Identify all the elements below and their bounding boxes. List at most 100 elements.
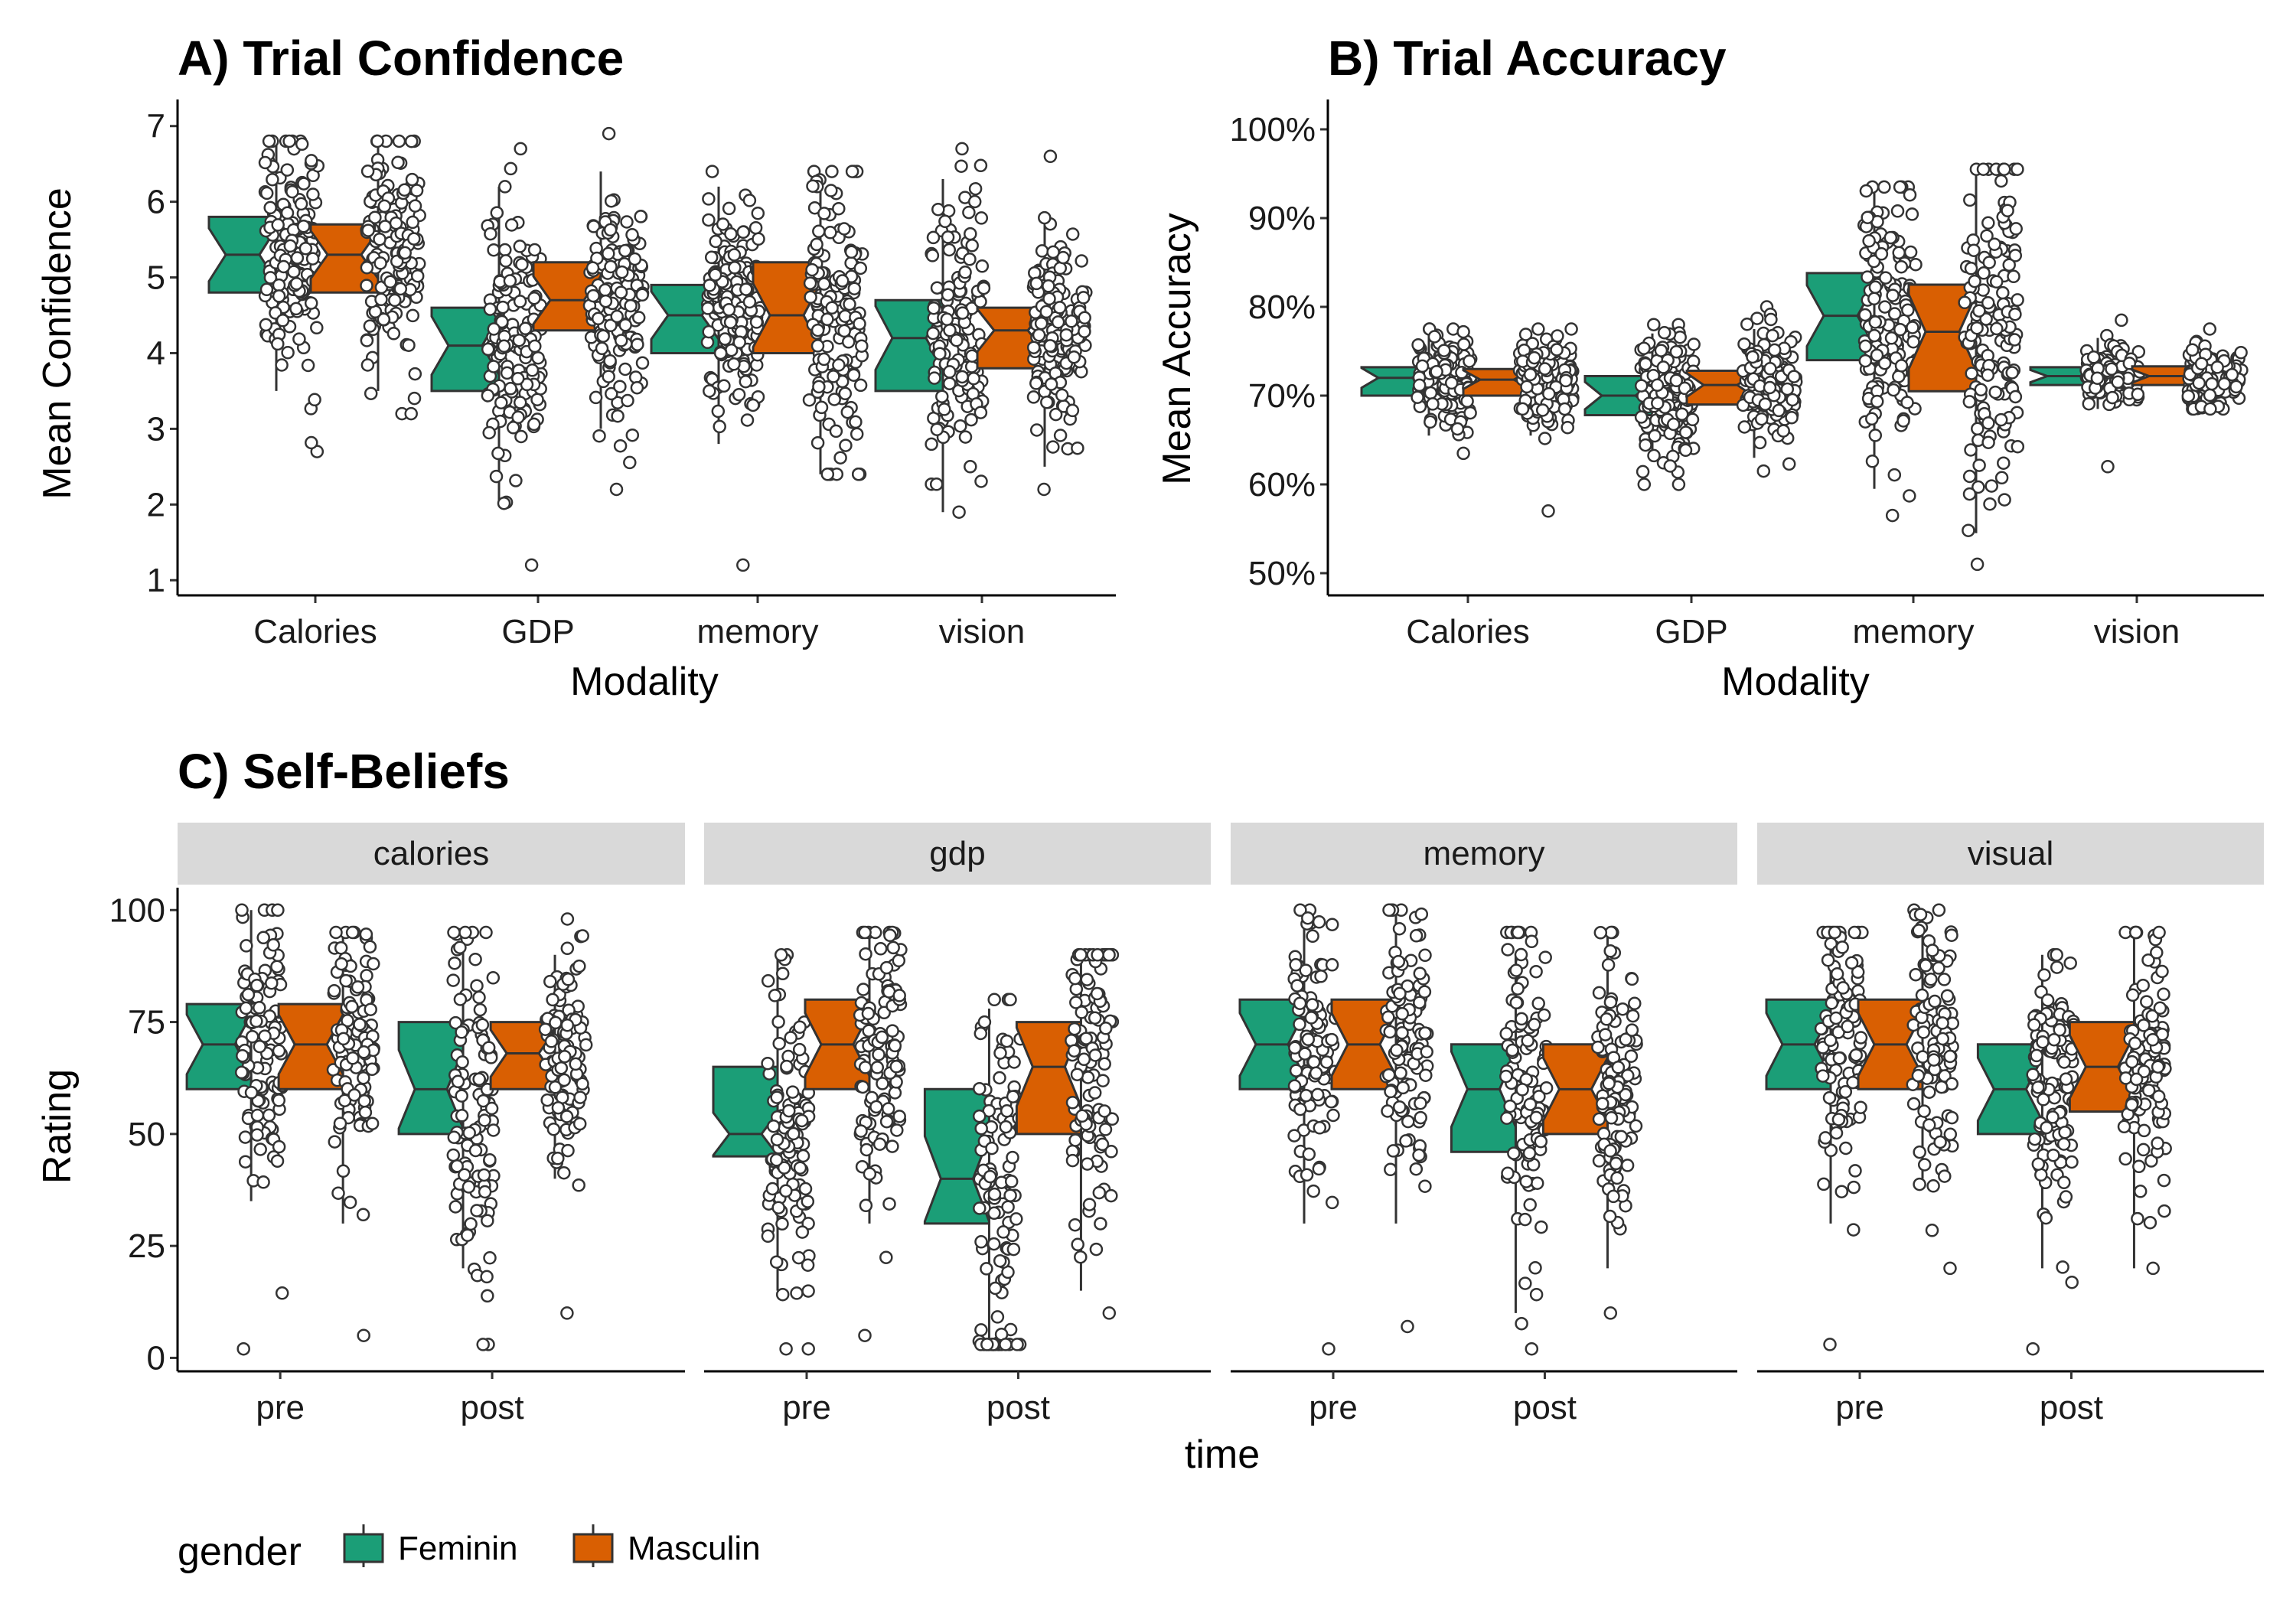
data-point	[2152, 925, 2166, 940]
data-point	[742, 295, 757, 309]
data-point	[1606, 1189, 1620, 1204]
data-point	[1687, 337, 1701, 351]
data-point	[298, 241, 313, 256]
data-point	[1962, 487, 1977, 501]
data-point	[996, 1225, 1010, 1239]
y-tick-label: 4	[147, 334, 165, 372]
data-point	[861, 1006, 876, 1021]
data-point	[1000, 1034, 1014, 1048]
data-point	[1893, 322, 1907, 337]
data-point	[285, 184, 299, 199]
data-point	[974, 406, 988, 419]
data-point	[518, 321, 533, 336]
data-point	[2205, 376, 2219, 391]
data-point	[987, 1237, 1001, 1251]
data-point	[770, 1090, 784, 1104]
data-point	[621, 393, 634, 408]
data-point	[1392, 921, 1407, 936]
data-point	[1650, 378, 1665, 393]
data-point	[840, 405, 855, 419]
data-point	[1529, 1287, 1544, 1302]
data-point	[1396, 1081, 1410, 1095]
data-point	[1065, 315, 1078, 328]
data-point	[1766, 328, 1779, 343]
data-point	[1094, 1217, 1107, 1231]
data-point	[1603, 1209, 1617, 1224]
data-point	[876, 1077, 889, 1090]
data-point	[1750, 311, 1764, 325]
data-point	[1456, 337, 1471, 351]
data-point	[345, 999, 359, 1014]
data-point	[967, 194, 982, 209]
data-point	[404, 406, 418, 421]
data-point	[481, 389, 495, 403]
data-point	[1754, 412, 1769, 426]
data-point	[929, 478, 944, 491]
data-point	[236, 1341, 250, 1356]
data-point	[275, 1286, 289, 1300]
data-point	[931, 202, 945, 217]
data-point	[974, 1121, 988, 1136]
data-point	[468, 1143, 483, 1158]
data-point	[943, 365, 957, 379]
data-point	[1936, 1016, 1949, 1030]
data-point	[801, 1258, 815, 1272]
data-point	[1886, 288, 1900, 302]
data-point	[634, 210, 647, 223]
data-point	[1678, 443, 1693, 458]
data-point	[356, 1208, 370, 1222]
data-point	[409, 184, 424, 197]
data-point	[2005, 366, 2019, 380]
data-point	[718, 332, 732, 346]
data-point	[1523, 1198, 1537, 1212]
data-point	[2157, 987, 2170, 1002]
data-point	[814, 400, 829, 415]
data-point	[704, 250, 719, 265]
data-point	[514, 142, 527, 156]
data-point	[977, 281, 991, 295]
data-point	[334, 957, 348, 971]
data-point	[623, 455, 637, 470]
data-point	[1325, 918, 1339, 931]
box	[1450, 1043, 1517, 1153]
data-point	[618, 243, 632, 258]
data-point	[973, 1081, 987, 1096]
data-point	[1887, 383, 1900, 397]
data-point	[1847, 1223, 1861, 1237]
data-point	[272, 278, 286, 292]
data-point	[1300, 1168, 1314, 1182]
data-point	[560, 912, 575, 926]
data-point	[2157, 1173, 2171, 1188]
data-point	[928, 371, 941, 385]
data-point	[1324, 1094, 1339, 1109]
data-point	[1053, 429, 1068, 442]
data-point	[561, 973, 576, 986]
data-point	[1763, 362, 1777, 376]
data-point	[1419, 1068, 1433, 1082]
data-point	[357, 1328, 370, 1342]
data-point	[1825, 996, 1839, 1010]
data-point	[1923, 1085, 1936, 1099]
data-point	[1409, 929, 1424, 943]
data-point	[1306, 1055, 1321, 1069]
data-point	[2133, 1185, 2148, 1198]
data-point	[965, 239, 979, 253]
data-point	[1913, 908, 1928, 921]
data-point	[983, 1169, 997, 1184]
data-point	[253, 1143, 267, 1156]
data-point	[882, 1197, 896, 1211]
data-point	[974, 158, 988, 173]
data-point	[1932, 903, 1946, 918]
data-point	[1081, 1071, 1095, 1084]
data-point	[373, 232, 386, 246]
data-point	[1550, 343, 1564, 357]
data-point	[1867, 292, 1881, 306]
y-tick-label: 100%	[1229, 111, 1316, 148]
data-point	[625, 428, 640, 442]
data-point	[1007, 1055, 1021, 1069]
panel-b-marks	[1360, 162, 2249, 572]
data-point	[2129, 1072, 2144, 1087]
data-point	[967, 371, 980, 386]
data-point	[999, 1338, 1013, 1351]
x-tick-label: post	[460, 1389, 523, 1426]
